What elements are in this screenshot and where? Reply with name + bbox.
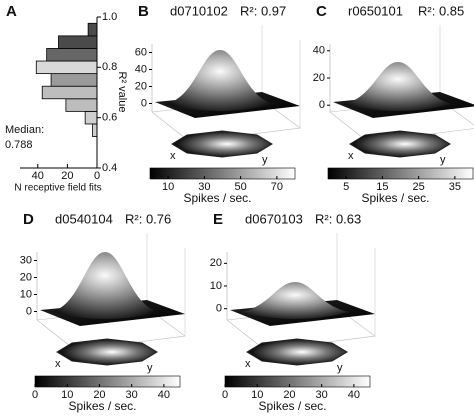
bar	[46, 48, 98, 62]
y-tick-label: 0.8	[102, 61, 117, 73]
panel-subtitle: R²: 0.85	[418, 3, 464, 18]
colorbar-tick-label: 20	[93, 389, 105, 401]
surface-hill	[240, 282, 350, 319]
colorbar	[327, 167, 474, 180]
z-tick-label: 0	[26, 305, 32, 317]
panel-title: d0540104	[55, 211, 113, 226]
bar	[58, 35, 98, 49]
panel-title: d0670103	[245, 211, 303, 226]
y-axis-label: R² value	[116, 72, 128, 113]
colorbar-tick-label: 25	[413, 181, 425, 193]
panel-title: d0710102	[170, 3, 228, 18]
y-tick-label: 0.4	[102, 162, 117, 174]
y-axis-label: y	[262, 154, 268, 166]
colorbar-tick-label: 20	[283, 389, 295, 401]
bar	[92, 123, 98, 137]
z-tick-label: 0	[141, 97, 147, 109]
bar	[65, 98, 98, 112]
z-tick-label: 0	[319, 99, 325, 111]
colorbar-label: Spikes / sec.	[361, 191, 429, 205]
panel-subtitle: R²: 0.76	[125, 211, 171, 226]
z-tick-label: 20	[135, 80, 147, 92]
surface-hill	[50, 252, 160, 319]
median-note: 0.788	[5, 139, 33, 151]
bar	[41, 85, 98, 100]
colorbar-tick-label: 30	[198, 181, 210, 193]
z-tick-label: 20	[210, 257, 222, 269]
colorbar-tick-label: 30	[316, 389, 328, 401]
z-tick-label: 10	[210, 280, 222, 292]
colorbar-tick-label: 0	[222, 389, 228, 401]
colorbar-tick-label: 50	[235, 181, 247, 193]
z-tick-label: 40	[135, 63, 147, 75]
bar	[50, 73, 98, 87]
colorbar-tick-label: 10	[251, 389, 263, 401]
colorbar-tick-label: 5	[343, 181, 349, 193]
x-tick-label: 20	[61, 170, 73, 182]
z-tick-label: 20	[20, 271, 32, 283]
panel-letter: A	[6, 3, 17, 20]
heatmap	[349, 130, 451, 158]
y-axis-label: y	[440, 154, 446, 166]
heatmap	[56, 338, 158, 366]
colorbar-tick-label: 40	[158, 389, 170, 401]
x-axis-label: x	[245, 358, 251, 370]
colorbar-tick-label: 10	[61, 389, 73, 401]
colorbar-tick-label: 15	[376, 181, 388, 193]
colorbar-tick-label: 40	[348, 389, 360, 401]
z-tick-label: 40	[313, 45, 325, 57]
x-tick-label: 40	[32, 170, 44, 182]
colorbar-label: Spikes / sec.	[183, 191, 251, 205]
panel-letter: E	[213, 211, 223, 228]
bar	[35, 60, 98, 75]
y-tick-label: 1.0	[102, 11, 117, 23]
colorbar	[149, 167, 296, 180]
panel-subtitle: R²: 0.97	[240, 3, 286, 18]
colorbar	[224, 375, 371, 388]
panel-letter: B	[138, 3, 149, 20]
y-axis-label: y	[337, 362, 343, 374]
x-axis-label: x	[170, 150, 176, 162]
median-note: Median:	[5, 124, 44, 136]
colorbar-tick-label: 70	[271, 181, 283, 193]
colorbar-label: Spikes / sec.	[68, 399, 136, 413]
x-axis-label: x	[55, 358, 61, 370]
z-tick-label: 20	[313, 72, 325, 84]
colorbar-tick-label: 0	[32, 389, 38, 401]
x-axis-label: N receptive field fits	[14, 183, 101, 194]
bar	[87, 22, 98, 37]
colorbar-tick-label: 30	[126, 389, 138, 401]
x-axis-label: x	[348, 150, 354, 162]
panel-letter: C	[316, 3, 327, 20]
z-tick-label: 30	[20, 254, 32, 266]
colorbar-tick-label: 35	[449, 181, 461, 193]
bar	[84, 110, 98, 125]
panel-subtitle: R²: 0.63	[315, 211, 361, 226]
heatmap	[246, 338, 348, 366]
colorbar-label: Spikes / sec.	[258, 399, 326, 413]
x-tick-label: 0	[94, 170, 100, 182]
panel-letter: D	[23, 211, 34, 228]
heatmap	[171, 130, 273, 158]
colorbar	[34, 375, 181, 388]
z-tick-label: 10	[20, 288, 32, 300]
y-axis-label: y	[147, 362, 153, 374]
surface-hill	[165, 50, 275, 111]
colorbar-tick-label: 10	[162, 181, 174, 193]
surface-hill	[343, 62, 453, 111]
z-tick-label: 0	[216, 303, 222, 315]
y-tick-label: 0.6	[102, 112, 117, 124]
z-tick-label: 60	[135, 46, 147, 58]
panel-title: r0650101	[348, 3, 403, 18]
